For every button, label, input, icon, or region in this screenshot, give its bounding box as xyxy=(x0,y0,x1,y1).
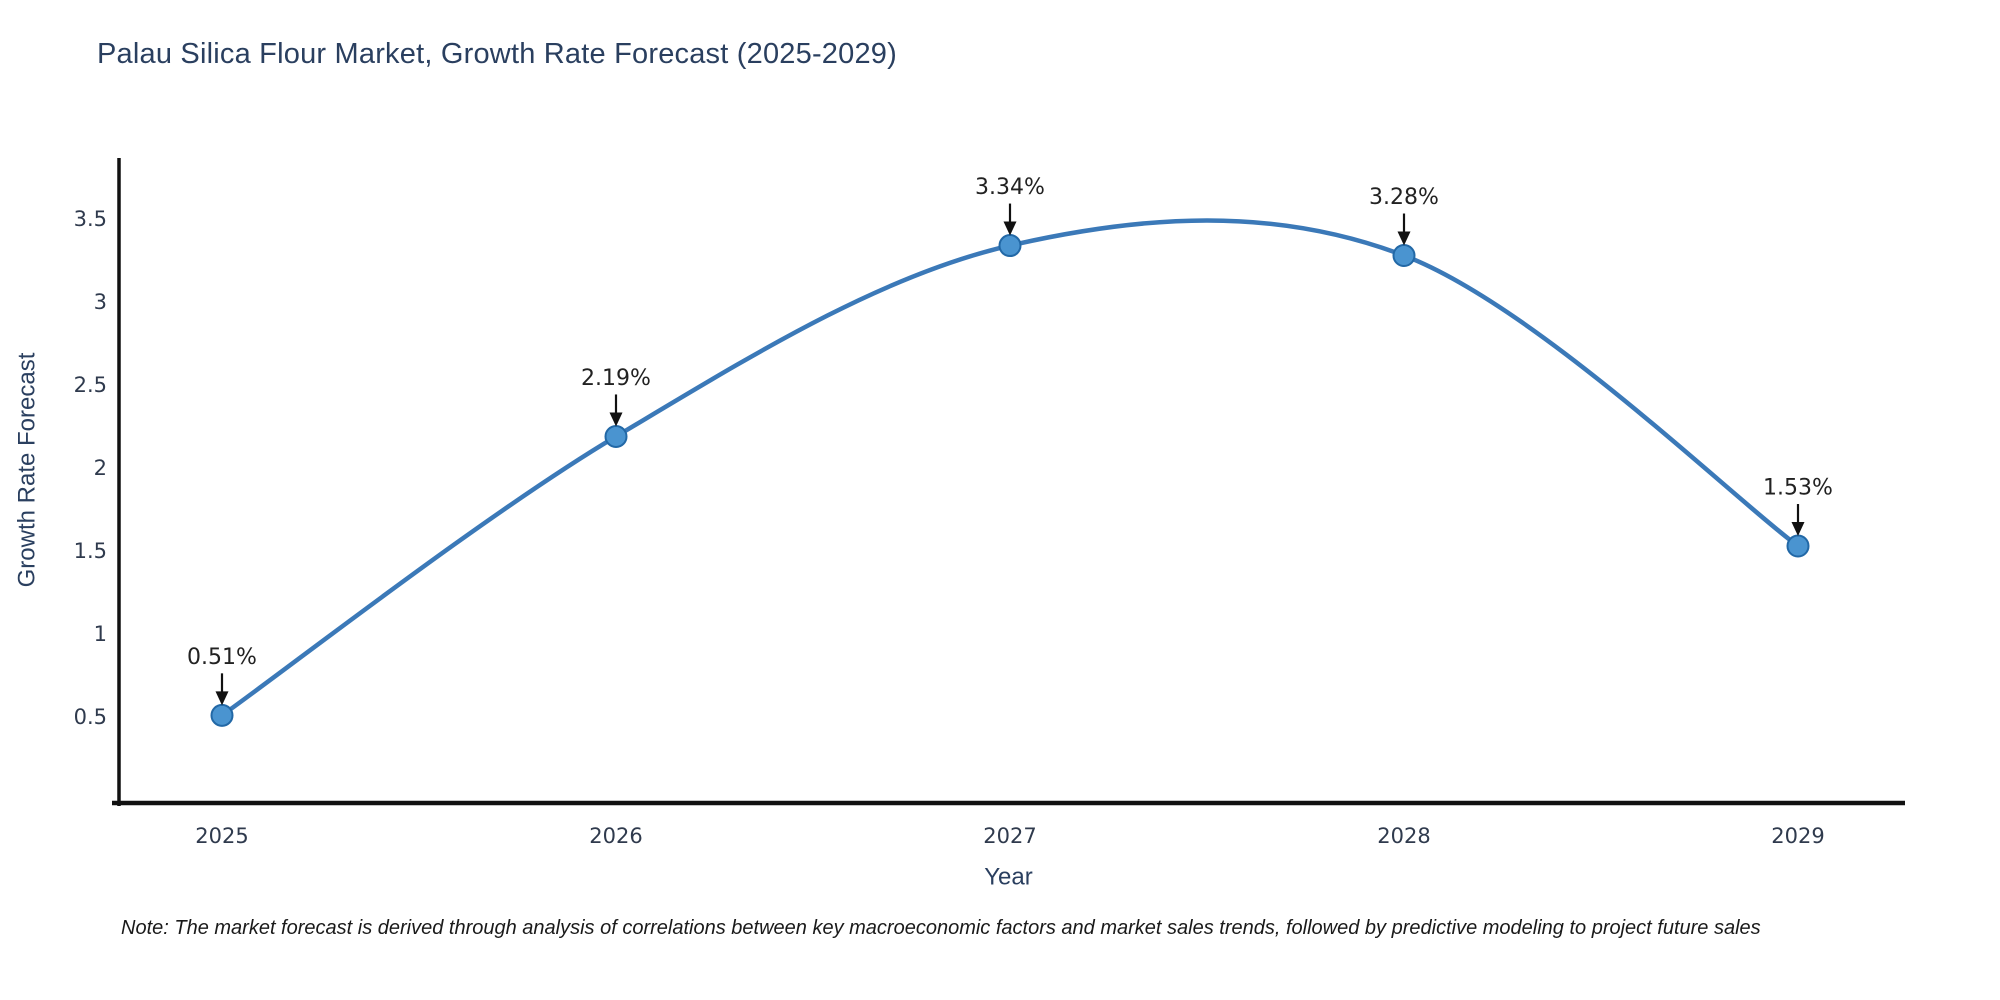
data-point-marker xyxy=(1786,534,1810,558)
chart-footnote: Note: The market forecast is derived thr… xyxy=(121,917,1761,939)
y-tick-label: 3.5 xyxy=(74,207,107,231)
y-tick-label: 1.5 xyxy=(74,539,107,563)
x-tick-label: 2027 xyxy=(983,824,1036,848)
y-tick-label: 0.5 xyxy=(74,705,107,729)
x-tick-label: 2025 xyxy=(195,824,248,848)
y-tick-label: 3 xyxy=(94,290,107,314)
point-value-label: 1.53% xyxy=(1763,476,1833,501)
y-tick-label: 2.5 xyxy=(74,373,107,397)
data-point-marker xyxy=(210,703,234,727)
data-point-marker xyxy=(604,424,628,448)
y-tick-label: 2 xyxy=(94,456,107,480)
point-value-label: 2.19% xyxy=(581,366,651,391)
annotation-arrowhead xyxy=(1397,231,1411,246)
y-tick-label: 1 xyxy=(94,622,107,646)
annotation-arrowhead xyxy=(609,412,623,427)
point-value-label: 0.51% xyxy=(187,645,257,670)
x-tick-label: 2026 xyxy=(589,824,642,848)
annotation-arrowhead xyxy=(1003,221,1017,236)
forecast-spline-line xyxy=(219,218,1801,718)
chart-title: Palau Silica Flour Market, Growth Rate F… xyxy=(97,38,897,70)
x-tick-label: 2029 xyxy=(1771,824,1824,848)
data-point-marker xyxy=(1392,244,1416,268)
point-value-label: 3.28% xyxy=(1369,185,1439,210)
x-axis-title: Year xyxy=(984,864,1033,891)
annotation-arrowhead xyxy=(215,691,229,706)
data-point-marker xyxy=(998,234,1022,258)
annotation-arrowhead xyxy=(1791,522,1805,537)
y-axis-title: Growth Rate Forecast xyxy=(14,352,41,587)
point-value-label: 3.34% xyxy=(975,175,1045,200)
x-tick-label: 2028 xyxy=(1377,824,1430,848)
